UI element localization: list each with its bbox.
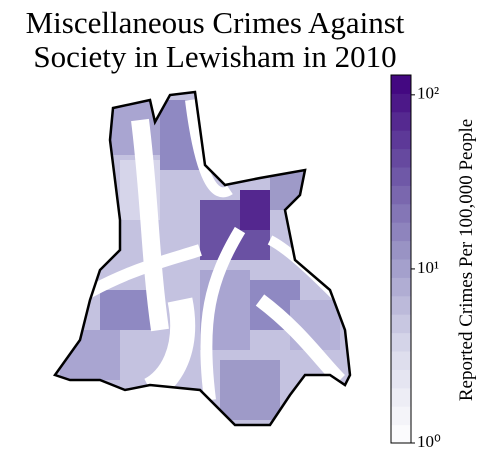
title-line: Miscellaneous Crimes Against — [26, 5, 405, 40]
colorbar-band — [391, 332, 411, 352]
colorbar-label: Reported Crimes Per 100,000 People — [456, 119, 477, 401]
colorbar-tick-label: 10² — [417, 84, 439, 103]
colorbar-band — [391, 387, 411, 407]
colorbar-band — [391, 222, 411, 242]
colorbar-band — [391, 185, 411, 205]
colorbar-band — [391, 130, 411, 150]
colorbar-band — [391, 167, 411, 186]
title-line: Society in Lewisham in 2010 — [33, 39, 396, 74]
colorbar-frame — [390, 74, 412, 444]
borough-outline — [52, 90, 352, 427]
colorbar-band — [391, 424, 411, 444]
colorbar-band — [391, 259, 411, 278]
colorbar-tick-label: 10⁰ — [417, 432, 441, 451]
colorbar: 10⁰ 10¹ 10² — [390, 74, 441, 451]
colorbar-band — [391, 314, 411, 334]
colorbar-band — [391, 93, 411, 113]
colorbar-band — [391, 277, 411, 297]
colorbar-band — [391, 406, 411, 426]
colorbar-band — [391, 111, 411, 131]
colorbar-band — [391, 75, 411, 94]
colorbar-band — [391, 203, 411, 223]
colorbar-band — [391, 369, 411, 389]
colorbar-band — [391, 351, 411, 370]
colorbar-tick-label: 10¹ — [417, 258, 439, 277]
colorbar-band — [391, 240, 411, 260]
colorbar-band — [391, 295, 411, 315]
colorbar-band — [391, 148, 411, 168]
